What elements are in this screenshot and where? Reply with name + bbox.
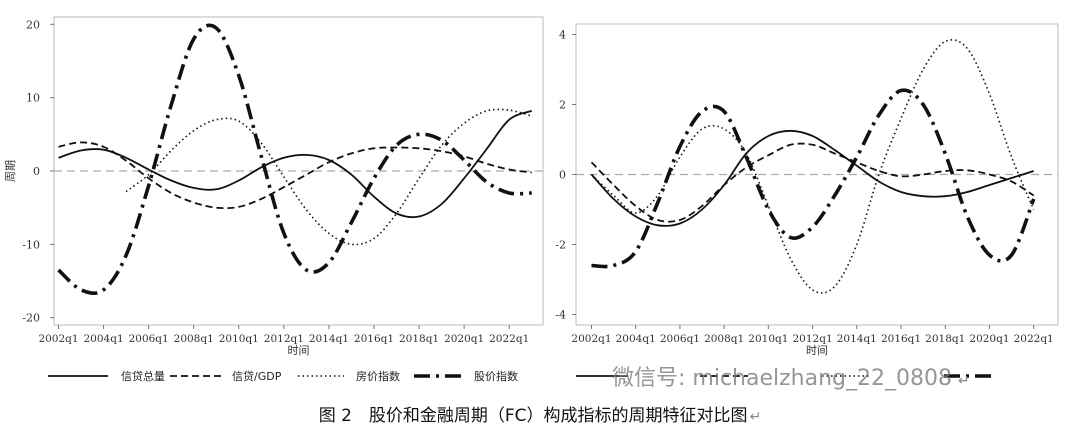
- y-tick-label: -2: [555, 239, 566, 252]
- x-tick-label: 2012q1: [264, 333, 304, 345]
- return-mark-icon: ↵: [957, 373, 970, 389]
- x-tick-label: 2012q1: [793, 333, 833, 345]
- x-axis-label: 时间: [288, 344, 310, 357]
- x-tick-label: 2016q1: [354, 333, 394, 345]
- figure-caption-text: 图 2 股价和金融周期（FC）构成指标的周期特征对比图: [318, 406, 748, 426]
- chart-panel-1: 20 10 0 -10 -20 2002q1 2004q1 2006q1 2008q1 2010q…: [4, 16, 544, 383]
- x-tick-label: 2004q1: [84, 333, 124, 345]
- x-tick-label: 2018q1: [925, 333, 965, 345]
- figure-caption: 图 2 股价和金融周期（FC）构成指标的周期特征对比图 ↵: [0, 401, 1080, 426]
- x-tick-label: 2006q1: [129, 333, 169, 345]
- series-line-2: [58, 141, 532, 210]
- x-tick-label: 2002q1: [38, 333, 78, 345]
- series-line-1: [58, 110, 533, 219]
- x-tick-label: 2008q1: [174, 333, 214, 345]
- watermark-text: 微信号: michaelzhang_22_0808: [612, 366, 952, 391]
- x-tick-label: 2022q1: [489, 333, 529, 345]
- series-line-4: [57, 23, 532, 295]
- return-mark-icon: ↵: [749, 409, 762, 425]
- x-tick-label: 2020q1: [969, 333, 1009, 345]
- y-tick-label: -10: [22, 238, 40, 251]
- x-tick-label: 2018q1: [399, 333, 439, 345]
- x-tick-label: 2004q1: [616, 333, 656, 345]
- x-tick-label: 2002q1: [571, 333, 611, 345]
- x-tick-label: 2022q1: [1014, 333, 1054, 345]
- x-tick-label: 2020q1: [444, 333, 484, 345]
- y-tick-label: 0: [559, 169, 566, 182]
- x-tick-label: 2006q1: [660, 333, 700, 345]
- series-line-4: [591, 88, 1036, 269]
- y-tick-label: 2: [559, 99, 566, 112]
- y-tick-label: 4: [559, 29, 566, 42]
- chart-panel-2: 4 2 0 -2 -4 2002q1 2004q1 2006q1 2008q1 2010q1 201…: [555, 23, 1059, 378]
- x-tick-label: 2010q1: [219, 333, 259, 345]
- y-tick-label: -4: [555, 309, 566, 322]
- legend-label: 信贷/GDP: [232, 369, 282, 383]
- x-tick-label: 2014q1: [837, 333, 877, 345]
- y-tick-label: -20: [22, 312, 40, 325]
- series-line-3: [125, 108, 532, 246]
- legend-label: 股价指数: [474, 369, 518, 383]
- y-tick-label: 10: [26, 92, 40, 105]
- x-tick-label: 2014q1: [309, 333, 349, 345]
- x-axis-label: 时间: [806, 344, 828, 357]
- watermark: 微信号: michaelzhang_22_0808 ↵: [612, 360, 970, 392]
- y-tick-label: 0: [33, 165, 40, 178]
- legend-label: 信贷总量: [121, 369, 165, 383]
- series-line-3: [590, 39, 1035, 294]
- x-tick-label: 2008q1: [704, 333, 744, 345]
- legend-label: 房价指数: [356, 369, 400, 383]
- series-line-2: [590, 142, 1035, 223]
- x-tick-label: 2010q1: [748, 333, 788, 345]
- y-axis-label: 周期: [4, 160, 17, 182]
- x-tick-label: 2016q1: [881, 333, 921, 345]
- series-line-1: [590, 129, 1034, 227]
- y-tick-label: 20: [26, 18, 40, 31]
